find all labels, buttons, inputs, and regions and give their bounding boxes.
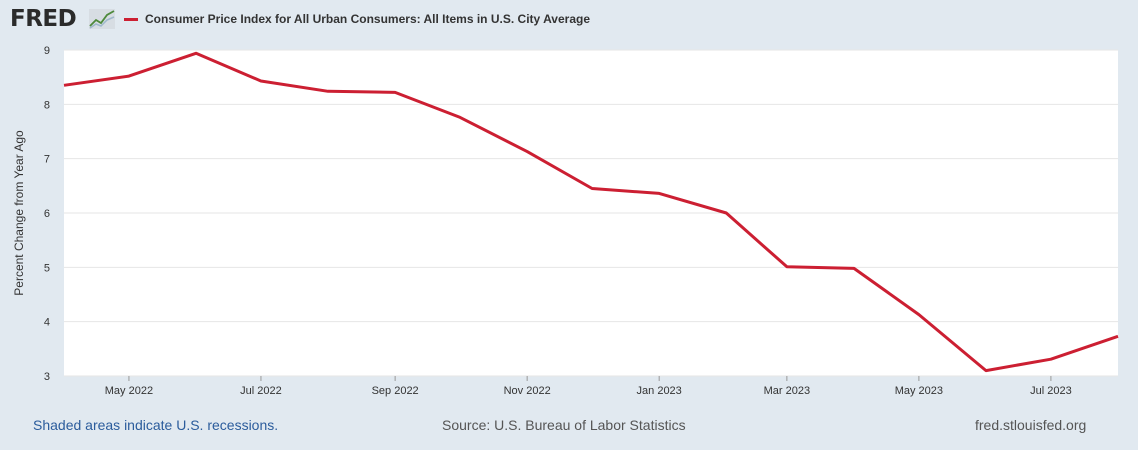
data-point <box>1116 334 1120 338</box>
data-point <box>657 191 661 195</box>
legend-swatch <box>124 18 138 21</box>
data-point <box>326 89 330 93</box>
source-note: Source: U.S. Bureau of Labor Statistics <box>442 417 686 433</box>
x-tick-label: Jul 2023 <box>1030 385 1072 397</box>
recession-note-link[interactable]: Shaded areas indicate U.S. recessions. <box>33 417 279 433</box>
legend-series-name: Consumer Price Index for All Urban Consu… <box>145 12 590 26</box>
series-line <box>63 51 1119 373</box>
x-tick-label: Mar 2023 <box>764 385 810 397</box>
line-graph-icon <box>89 9 115 29</box>
y-tick-label: 9 <box>44 45 50 57</box>
y-tick-label: 3 <box>44 371 50 383</box>
chart-header: FRED Consumer Price Index for All Urban … <box>0 0 1138 40</box>
data-point <box>852 266 856 270</box>
y-axis-ticks: 3 4 5 6 7 8 9 <box>44 45 50 383</box>
data-point <box>259 79 263 83</box>
data-point <box>1049 357 1053 361</box>
data-point <box>194 51 198 55</box>
x-tick-label: May 2022 <box>105 385 153 397</box>
y-tick-label: 6 <box>44 208 50 220</box>
data-point <box>724 211 728 215</box>
data-point <box>393 90 397 94</box>
fred-site-link[interactable]: fred.stlouisfed.org <box>975 417 1087 433</box>
data-point <box>127 74 131 78</box>
y-tick-label: 5 <box>44 262 50 274</box>
y-tick-label: 7 <box>44 154 50 166</box>
gridlines <box>64 49 1118 377</box>
x-axis-ticks: May 2022 Jul 2022 Sep 2022 Nov 2022 Jan 2023… <box>105 376 1072 397</box>
x-tick-label: Sep 2022 <box>372 385 419 397</box>
data-point <box>62 83 66 87</box>
data-point <box>785 265 789 269</box>
x-tick-label: Jan 2023 <box>637 385 682 397</box>
data-point <box>917 313 921 317</box>
x-tick-label: May 2023 <box>895 385 943 397</box>
y-tick-label: 4 <box>44 317 50 329</box>
fred-logo[interactable]: FRED <box>10 6 77 32</box>
data-point <box>984 369 988 373</box>
data-point <box>458 115 462 119</box>
y-axis-label: Percent Change from Year Ago <box>12 130 26 296</box>
data-point <box>525 150 529 154</box>
x-tick-label: Nov 2022 <box>504 385 551 397</box>
x-tick-label: Jul 2022 <box>240 385 282 397</box>
data-point <box>590 187 594 191</box>
y-tick-label: 8 <box>44 99 50 111</box>
line-chart: 3 4 5 6 7 8 9 May 2022 Jul 2022 Sep 2022 Nov 2022… <box>12 45 1120 397</box>
